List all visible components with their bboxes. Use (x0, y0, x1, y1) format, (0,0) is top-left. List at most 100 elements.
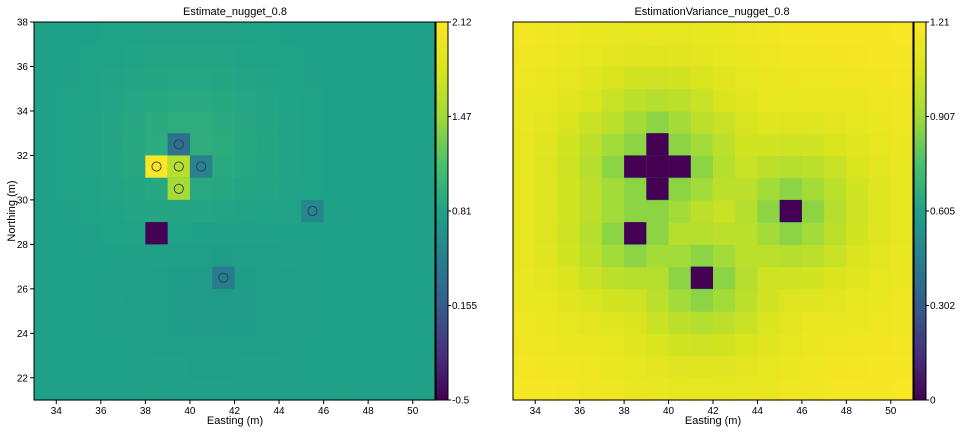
heatmap-cell (34, 244, 57, 268)
heatmap-cell (145, 110, 169, 134)
heatmap-cell (212, 377, 236, 401)
heatmap-cell (513, 222, 536, 245)
heatmap-cell (189, 110, 213, 134)
data-cell (189, 155, 213, 178)
heatmap-cell (846, 355, 870, 379)
data-cell (668, 155, 691, 178)
heatmap-cell (646, 66, 670, 90)
heatmap-cell (301, 44, 325, 68)
heatmap-cell (234, 44, 258, 68)
heatmap-cell (824, 333, 847, 357)
x-tick-label: 44 (752, 406, 764, 417)
heatmap-cell (779, 244, 803, 268)
panel-estimate: Estimate_nugget_0.8 34 36 38 40 42 44 46 48 50 2… (6, 6, 477, 427)
heatmap-cell (779, 355, 803, 379)
heatmap-cell (145, 377, 169, 401)
heatmap-cell (579, 288, 603, 312)
heatmap-cell (890, 110, 914, 134)
heatmap-cell (56, 199, 80, 223)
heatmap-cell (145, 66, 169, 90)
heatmap-cell (167, 288, 191, 312)
heatmap-cell (890, 133, 914, 157)
heatmap-cell (846, 22, 870, 45)
heatmap-cell (690, 133, 714, 157)
heatmap-cell (145, 177, 169, 201)
heatmap-cell (167, 22, 191, 45)
heatmap-cell (34, 110, 57, 134)
heatmap-cell (212, 110, 236, 134)
heatmap-cell (735, 311, 759, 334)
heatmap-cell (690, 155, 714, 179)
heatmap-cell (78, 66, 102, 90)
heatmap-cell (234, 133, 258, 157)
heatmap-cell (279, 177, 302, 201)
heatmap-cell (601, 155, 625, 179)
heatmap-cell (368, 199, 392, 223)
heatmap-cell (390, 244, 414, 268)
heatmap-cell (646, 199, 670, 223)
heatmap-cell (735, 222, 759, 245)
heatmap-cell (668, 199, 692, 223)
heatmap-cell (390, 266, 414, 290)
heatmap-cell (323, 22, 347, 45)
heatmap-cell (256, 333, 280, 357)
heatmap-cell (390, 222, 414, 245)
heatmap-cell (368, 244, 392, 268)
data-cell (690, 266, 713, 289)
colorbar-ticks: 1.21 0.907 0.605 0.302 0 (926, 18, 955, 407)
heatmap-cell (668, 44, 692, 68)
heatmap-cell (234, 222, 258, 245)
heatmap-cell (735, 244, 759, 268)
heatmap-cell (301, 311, 325, 334)
heatmap-cell (579, 44, 603, 68)
heatmap-cell (557, 355, 581, 379)
heatmap-cell (412, 333, 436, 357)
heatmap-cell (123, 44, 146, 68)
heatmap-cell (557, 22, 581, 45)
heatmap-cell (189, 266, 213, 290)
colorbar-tick-label: 0.155 (452, 301, 477, 312)
y-axis-label: Northing (m) (6, 180, 18, 241)
heatmap-cell (78, 177, 102, 201)
heatmap-cell (779, 66, 803, 90)
heatmap-cell (868, 355, 892, 379)
heatmap-cell (690, 377, 714, 401)
heatmap-cell (167, 88, 191, 112)
x-axis: 34 36 38 40 42 44 46 48 50 (530, 400, 897, 417)
heatmap-cell (713, 133, 736, 157)
colorbar-tick-label: 1.21 (930, 18, 950, 29)
x-tick-label: 44 (273, 406, 285, 417)
heatmap-cell (846, 88, 870, 112)
heatmap-cell (779, 222, 803, 245)
heatmap-cell (212, 22, 236, 45)
heatmap-cell (735, 44, 759, 68)
heatmap-cell (601, 288, 625, 312)
heatmap-cell (801, 288, 825, 312)
heatmap-cell (690, 88, 714, 112)
heatmap-cell (779, 110, 803, 134)
heatmap-cell (601, 222, 625, 245)
y-tick-label: 24 (17, 329, 29, 340)
heatmap-cell (100, 110, 124, 134)
heatmap-cell (779, 155, 803, 179)
heatmap-cell (390, 66, 414, 90)
heatmap-cell (713, 177, 736, 201)
heatmap-cell (323, 333, 347, 357)
heatmap-cell (301, 266, 325, 290)
heatmap-cell (256, 288, 280, 312)
heatmap-cell (579, 311, 603, 334)
heatmap-cell (624, 199, 647, 223)
heatmap-cell (513, 311, 536, 334)
heatmap-cell (801, 266, 825, 290)
heatmap-cell (535, 266, 559, 290)
x-tick-label: 36 (574, 406, 586, 417)
heatmap-cell (56, 244, 80, 268)
heatmap-cell (846, 244, 870, 268)
heatmap-cell (735, 288, 759, 312)
heatmap-cell (557, 133, 581, 157)
data-cell (145, 222, 168, 245)
heatmap-cell (234, 333, 258, 357)
heatmap-cell (368, 222, 392, 245)
heatmap-cell (601, 244, 625, 268)
heatmap-cell (579, 377, 603, 401)
